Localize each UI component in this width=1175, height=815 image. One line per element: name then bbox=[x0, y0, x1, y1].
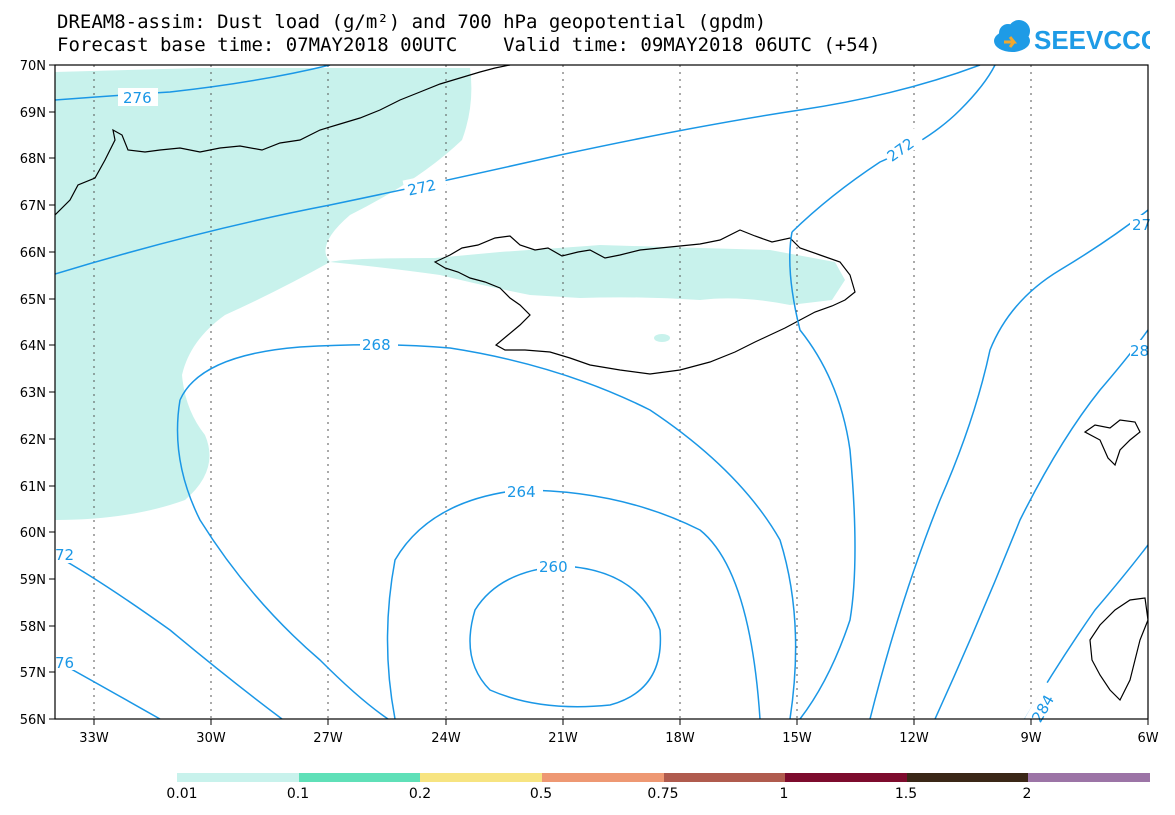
label-272-c: 72 bbox=[55, 546, 74, 564]
colorbar-swatch bbox=[420, 773, 542, 782]
svg-text:70N: 70N bbox=[20, 59, 46, 74]
svg-text:12W: 12W bbox=[899, 731, 929, 746]
label-268: 268 bbox=[362, 336, 391, 354]
svg-text:67N: 67N bbox=[20, 199, 46, 214]
svg-text:56N: 56N bbox=[20, 713, 46, 728]
svg-text:21W: 21W bbox=[548, 731, 578, 746]
colorbar-swatch bbox=[906, 773, 1029, 782]
ticks bbox=[49, 64, 1149, 725]
svg-text:27W: 27W bbox=[313, 731, 343, 746]
greenland-coast bbox=[55, 65, 511, 216]
svg-text:65N: 65N bbox=[20, 293, 46, 308]
contour-268 bbox=[179, 343, 797, 719]
colorbar-label: 1 bbox=[779, 786, 789, 802]
scotland-coast bbox=[1089, 597, 1148, 702]
svg-text:58N: 58N bbox=[20, 620, 46, 635]
colorbar-swatch bbox=[541, 773, 664, 782]
forecast-time-line: Forecast base time: 07MAY2018 00UTC Vali… bbox=[57, 34, 881, 56]
svg-text:6W: 6W bbox=[1137, 731, 1158, 746]
svg-text:63N: 63N bbox=[20, 386, 46, 401]
contour-east-a bbox=[869, 209, 1148, 719]
colorbar-swatch bbox=[1028, 773, 1150, 782]
svg-text:66N: 66N bbox=[20, 246, 46, 261]
colorbar-label: 0.1 bbox=[286, 786, 310, 802]
contour-272-south bbox=[789, 231, 856, 719]
contour-268-left bbox=[176, 399, 389, 719]
svg-text:15W: 15W bbox=[782, 731, 812, 746]
iceland-coast bbox=[433, 229, 856, 375]
colorbar-label: 0.75 bbox=[647, 786, 679, 802]
faroe-coast bbox=[1083, 419, 1141, 467]
label-272-a: 272 bbox=[406, 176, 438, 200]
svg-text:24W: 24W bbox=[431, 731, 461, 746]
label-260: 260 bbox=[539, 558, 568, 576]
svg-text:60N: 60N bbox=[20, 526, 46, 541]
svg-text:18W: 18W bbox=[665, 731, 695, 746]
map-title: DREAM8-assim: Dust load (g/m²) and 700 h… bbox=[57, 11, 767, 33]
colorbar-label: 1.5 bbox=[894, 786, 918, 802]
contour-western-south-a bbox=[55, 554, 283, 719]
colorbar bbox=[177, 773, 1150, 782]
contour-labels: 276 272 272 72 27 268 28 264 260 76 284 bbox=[55, 88, 1151, 728]
dust-area-iceland bbox=[330, 245, 845, 305]
svg-text:64N: 64N bbox=[20, 339, 46, 354]
label-276-b: 76 bbox=[55, 654, 74, 672]
coastlines bbox=[55, 65, 1148, 702]
contour-east-b bbox=[934, 329, 1148, 719]
cloud-icon bbox=[994, 20, 1030, 52]
longitude-labels: 33W 30W 27W 24W 21W 18W 15W 12W 9W 6W bbox=[79, 731, 1158, 746]
contour-276-west bbox=[55, 65, 331, 101]
svg-text:69N: 69N bbox=[20, 106, 46, 121]
colorbar-swatch bbox=[663, 773, 786, 782]
contour-260 bbox=[469, 565, 662, 708]
label-276: 276 bbox=[123, 89, 152, 107]
colorbar-swatch bbox=[298, 773, 421, 782]
svg-text:33W: 33W bbox=[79, 731, 109, 746]
svg-text:59N: 59N bbox=[20, 573, 46, 588]
label-28x: 28 bbox=[1130, 342, 1149, 360]
svg-text:57N: 57N bbox=[20, 666, 46, 681]
svg-text:61N: 61N bbox=[20, 480, 46, 495]
colorbar-label: 0.01 bbox=[166, 786, 198, 802]
svg-text:62N: 62N bbox=[20, 433, 46, 448]
label-264: 264 bbox=[507, 483, 536, 501]
colorbar-swatch bbox=[785, 773, 907, 782]
colorbar-label: 0.2 bbox=[408, 786, 432, 802]
svg-text:SEEVCCC: SEEVCCC bbox=[1034, 25, 1150, 55]
colorbar-label: 2 bbox=[1022, 786, 1032, 802]
contour-272-north bbox=[55, 65, 981, 275]
svg-text:30W: 30W bbox=[196, 731, 226, 746]
contour-264 bbox=[386, 489, 761, 719]
label-27x: 27 bbox=[1132, 216, 1151, 234]
svg-text:68N: 68N bbox=[20, 152, 46, 167]
latitude-labels: 70N 69N 68N 67N 66N 65N 64N 63N 62N 61N … bbox=[20, 59, 46, 728]
dust-area-west bbox=[55, 68, 472, 520]
svg-text:9W: 9W bbox=[1020, 731, 1041, 746]
colorbar-swatch bbox=[177, 773, 299, 782]
dust-patch bbox=[654, 334, 670, 342]
seevccc-logo: SEEVCCC bbox=[994, 20, 1150, 55]
colorbar-label: 0.5 bbox=[529, 786, 553, 802]
